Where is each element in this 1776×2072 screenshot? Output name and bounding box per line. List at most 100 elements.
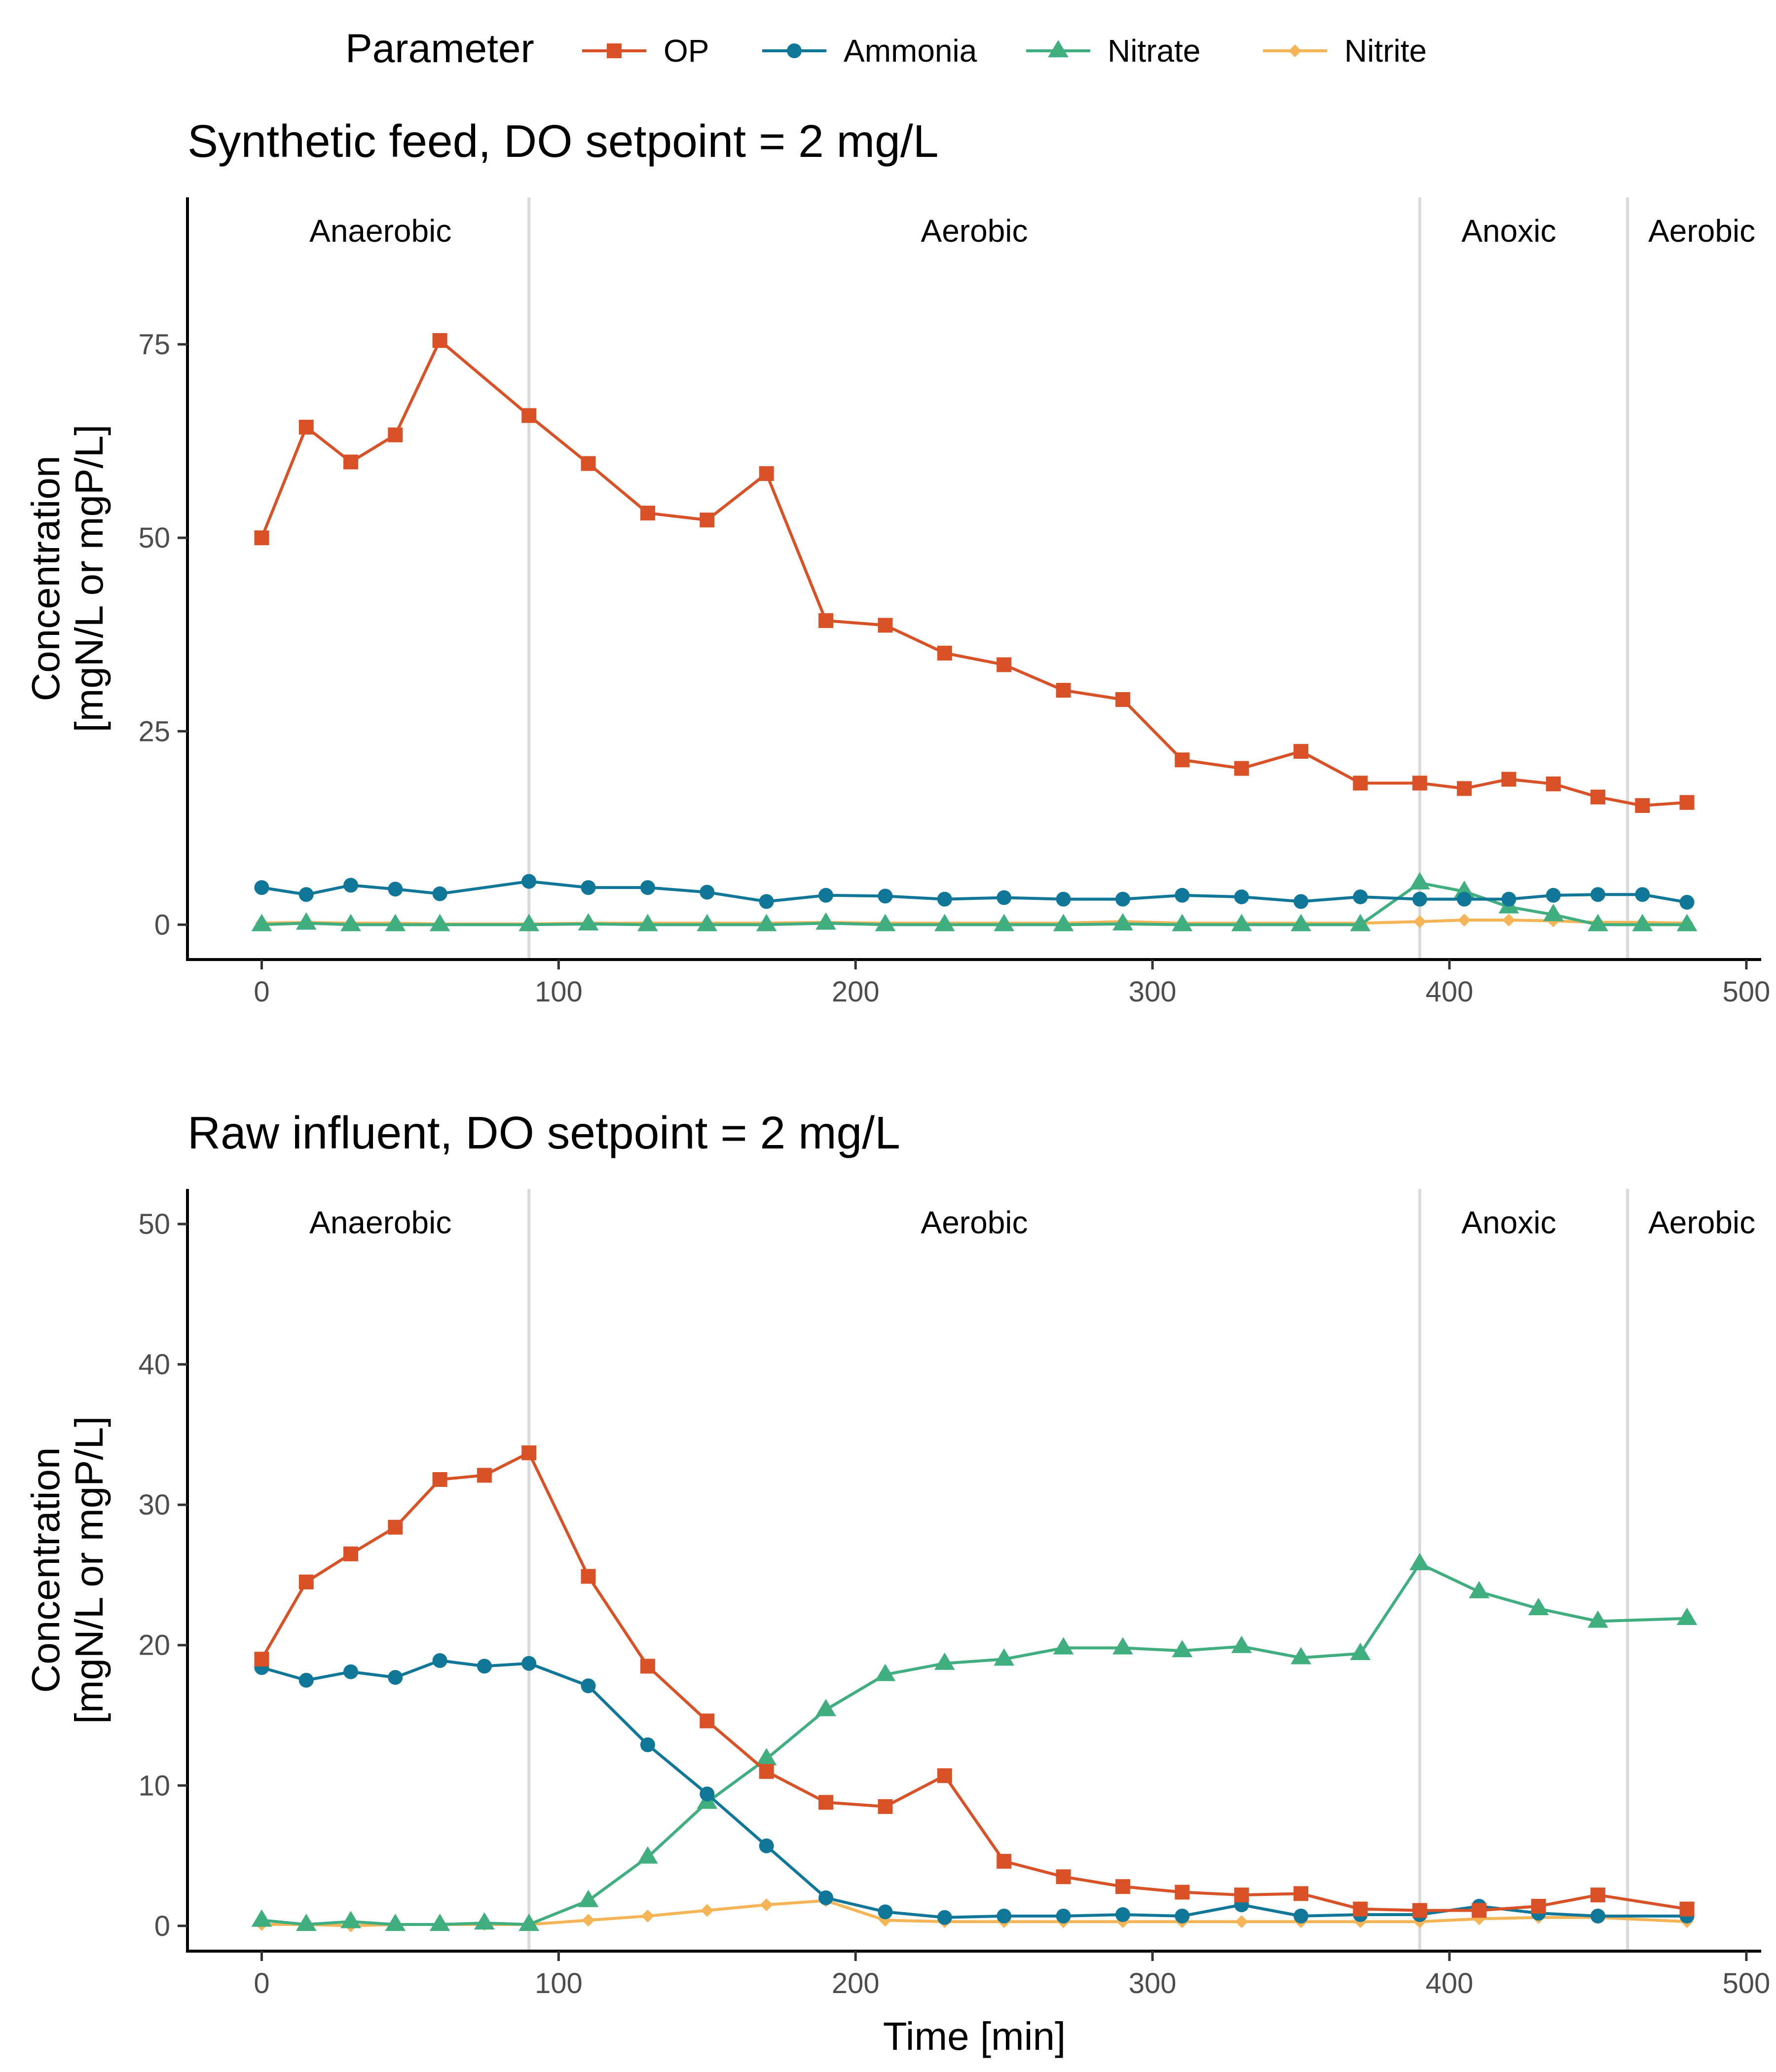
legend-marker <box>787 43 802 58</box>
data-point <box>1115 692 1130 707</box>
data-point <box>343 1664 359 1679</box>
data-point <box>1172 914 1193 931</box>
data-point <box>1294 1886 1309 1901</box>
data-point <box>296 1913 317 1931</box>
y-tick-label: 75 <box>138 329 170 361</box>
data-point <box>994 914 1015 931</box>
data-point <box>878 618 893 633</box>
data-point <box>1350 914 1371 931</box>
x-axis-label: Time [min] <box>883 2014 1066 2058</box>
data-point <box>582 1914 595 1927</box>
data-point <box>1543 904 1564 922</box>
legend-title: Parameter <box>345 26 534 71</box>
series-ammonia <box>254 874 1695 910</box>
phase-label: Anoxic <box>1461 213 1556 249</box>
data-point <box>937 891 952 907</box>
data-point <box>1115 1907 1130 1923</box>
data-point <box>937 1910 952 1925</box>
data-point <box>759 894 774 909</box>
x-tick-label: 0 <box>254 1967 269 1999</box>
y-tick-label: 50 <box>138 522 170 554</box>
x-tick-label: 400 <box>1426 976 1474 1008</box>
data-point <box>1056 1908 1071 1924</box>
data-point <box>578 913 599 931</box>
data-point <box>997 1853 1012 1869</box>
data-point <box>1501 891 1517 907</box>
data-point <box>878 1799 893 1814</box>
data-point <box>701 1904 714 1917</box>
data-point <box>997 657 1012 672</box>
legend-marker <box>1289 44 1301 57</box>
phase-label: Aerobic <box>1648 213 1755 249</box>
data-point <box>640 1659 655 1674</box>
data-point <box>637 914 658 931</box>
data-point <box>997 890 1012 905</box>
data-point <box>432 886 447 901</box>
data-point <box>1531 1898 1546 1914</box>
data-point <box>1409 1553 1430 1570</box>
data-point <box>818 888 834 903</box>
data-point <box>1234 1887 1249 1903</box>
data-point <box>1546 776 1561 791</box>
x-tick-label: 500 <box>1723 1967 1771 1999</box>
data-point <box>1175 1908 1190 1924</box>
data-point <box>1053 914 1074 931</box>
data-point <box>388 1519 403 1535</box>
data-point <box>1457 891 1472 907</box>
data-point <box>1676 914 1698 931</box>
x-tick-label: 100 <box>535 1967 583 1999</box>
data-point <box>1112 913 1133 931</box>
data-point <box>1175 1885 1190 1900</box>
data-point <box>1231 1635 1252 1653</box>
data-point <box>1115 891 1130 907</box>
data-point <box>700 885 715 900</box>
data-point <box>1457 781 1472 796</box>
data-point <box>815 1699 836 1716</box>
x-tick-label: 0 <box>254 976 269 1008</box>
data-point <box>1413 915 1426 928</box>
legend-marker <box>607 43 622 58</box>
x-tick-label: 200 <box>832 976 880 1008</box>
data-point <box>340 1911 361 1928</box>
data-point <box>298 1574 314 1590</box>
data-point <box>875 914 896 931</box>
chart-title: Raw influent, DO setpoint = 2 mg/L <box>187 1107 900 1158</box>
data-point <box>388 882 403 897</box>
series-op <box>254 1445 1695 1918</box>
series-ammonia <box>254 1653 1695 1925</box>
data-point <box>581 456 596 471</box>
data-point <box>254 1652 269 1667</box>
data-point <box>1590 1908 1605 1924</box>
data-point <box>878 888 893 904</box>
data-point <box>1528 1597 1549 1615</box>
data-point <box>759 1764 774 1779</box>
data-point <box>878 1904 893 1920</box>
data-point <box>1234 889 1249 904</box>
legend: Parameter OP Ammonia Nitrate Nitrite <box>345 26 1427 71</box>
data-point <box>1590 887 1605 902</box>
legend-item-op: OP <box>582 33 709 69</box>
data-point <box>1588 1610 1608 1628</box>
data-point <box>640 505 655 520</box>
y-tick-label: 0 <box>154 1910 170 1942</box>
data-point <box>1353 889 1368 904</box>
series-line <box>260 1451 1687 1912</box>
data-point <box>298 419 314 435</box>
y-tick-label: 30 <box>138 1489 170 1521</box>
data-point <box>1115 1879 1130 1894</box>
data-point <box>521 1656 537 1671</box>
series-op <box>254 333 1695 813</box>
phase-label: Aerobic <box>921 213 1028 249</box>
data-point <box>1056 1869 1071 1885</box>
data-point <box>815 912 836 930</box>
data-point <box>637 1846 658 1864</box>
data-point <box>641 1909 654 1923</box>
data-point <box>340 914 361 931</box>
data-point <box>759 466 774 481</box>
y-tick-label: 0 <box>154 909 170 941</box>
series-line <box>261 1562 1687 1926</box>
data-point <box>1231 914 1252 931</box>
chart-title: Synthetic feed, DO setpoint = 2 mg/L <box>187 115 938 167</box>
data-point <box>1291 914 1311 931</box>
data-point <box>1679 894 1695 910</box>
